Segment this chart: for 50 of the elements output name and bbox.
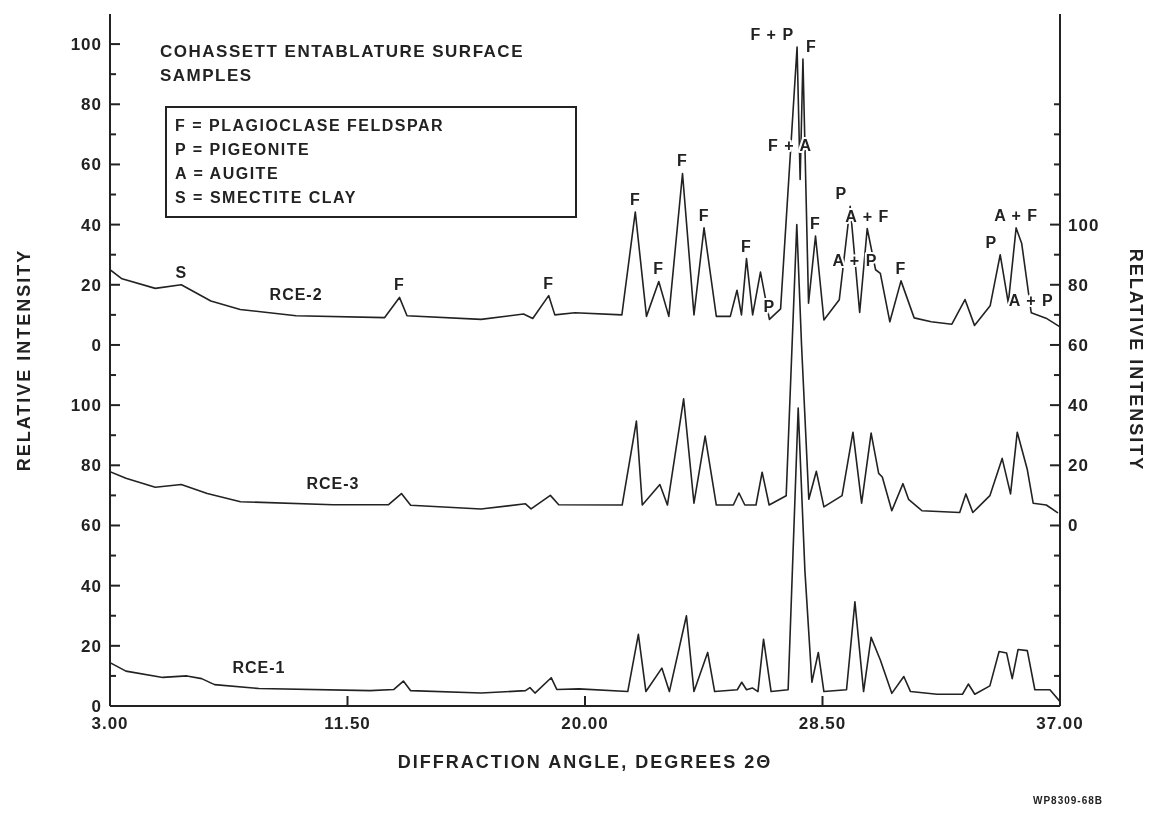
y2-tick-label: 60 [1068, 335, 1089, 355]
y-tick-label: 60 [81, 516, 102, 536]
y-tick-label: 60 [81, 155, 102, 175]
x-tick-label: 11.50 [324, 714, 371, 734]
x-tick-label: 37.00 [1036, 714, 1084, 734]
y-tick-label: 40 [81, 215, 102, 235]
series-label: RCE-3 [306, 474, 360, 492]
annotation: S = SMECTITE CLAY [175, 188, 358, 208]
y2-tick-label: 100 [1068, 215, 1100, 235]
y2-tick-label: 80 [1068, 275, 1089, 295]
annotation: F [741, 237, 752, 255]
annotation: F [394, 276, 405, 294]
y2-tick-label: 20 [1068, 456, 1089, 476]
series-label: RCE-2 [269, 285, 323, 303]
y-tick-label: 100 [70, 396, 102, 416]
annotation: F [805, 38, 817, 56]
x-tick-label: 28.50 [798, 714, 847, 734]
y-tick-label: 20 [81, 275, 102, 295]
y-tick-label: 0 [91, 696, 102, 716]
y-tick-label: 40 [81, 576, 102, 596]
x-tick-label: 3.00 [91, 714, 129, 734]
annotation: F [698, 206, 710, 224]
x-tick-label: 20.00 [561, 714, 609, 734]
annotation: P [985, 233, 998, 251]
annotation: F = PLAGIOCLASE FELDSPAR [175, 116, 446, 136]
y2-axis-title: RELATIVE INTENSITY [1125, 248, 1146, 472]
y-tick-label: 80 [81, 456, 102, 476]
y-tick-label: 20 [81, 636, 102, 656]
annotation: P [835, 185, 848, 203]
y-axis-title: RELATIVE INTENSITY [14, 248, 35, 472]
annotation: F [810, 215, 821, 233]
annotation: A + F [994, 206, 1039, 224]
x-axis-title: DIFFRACTION ANGLE, DEGREES 2Θ [397, 752, 773, 772]
annotation: P = PIGEONITE [175, 140, 312, 160]
y2-tick-label: 0 [1068, 516, 1079, 536]
annotation: A = AUGITE [175, 164, 281, 184]
annotation: F [653, 260, 665, 278]
y-tick-label: 80 [81, 95, 102, 115]
annotation: F [677, 152, 688, 170]
annotation: F + P [750, 26, 795, 44]
text: WP8309-68B [1032, 795, 1103, 806]
annotation: F [629, 190, 641, 208]
y-tick-label: 100 [70, 35, 102, 55]
series-label: RCE-1 [232, 658, 286, 676]
annotation: F [543, 274, 555, 292]
y2-tick-label: 40 [1068, 396, 1089, 416]
annotation: S [175, 263, 188, 281]
text: COHASSETT ENTABLATURE SURFACE SAMPLES [160, 41, 525, 87]
annotation: F [895, 259, 907, 277]
y-tick-label: 0 [91, 335, 102, 355]
